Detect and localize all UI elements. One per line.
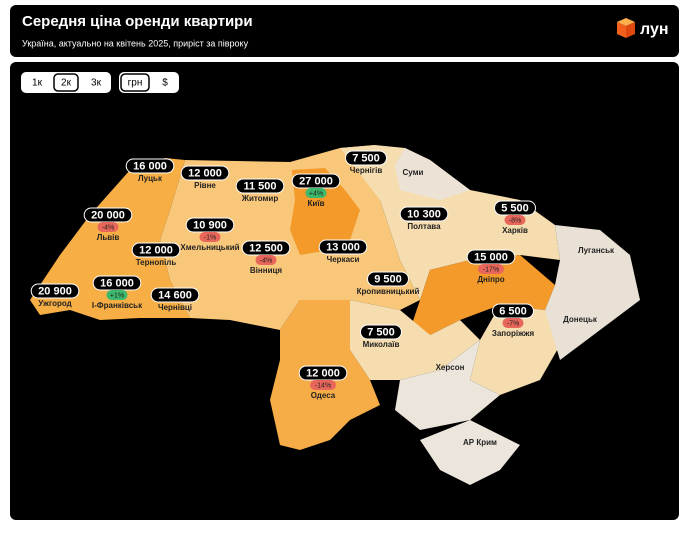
price: 9 500 — [374, 273, 402, 285]
header-bg — [10, 5, 679, 57]
change: -8% — [509, 217, 521, 224]
price: 6 500 — [499, 305, 527, 317]
region-shape — [30, 158, 190, 320]
change-badge — [97, 222, 119, 232]
logo: лун — [640, 21, 669, 38]
currency-button[interactable]: грн — [128, 78, 143, 89]
room-button-selected[interactable] — [53, 73, 79, 92]
region-name: Львів — [97, 233, 120, 242]
title: Середня ціна оренди квартири — [22, 13, 253, 30]
region-name: Запоріжжя — [492, 329, 535, 338]
change-badge — [199, 232, 221, 242]
change: -4% — [260, 257, 272, 264]
price-badge — [360, 324, 402, 340]
region-name: Рівне — [194, 181, 216, 190]
price: 10 900 — [193, 219, 227, 231]
price: 12 000 — [139, 244, 173, 256]
price: 12 500 — [249, 242, 283, 254]
price-badge — [318, 239, 368, 255]
region-shape — [420, 420, 520, 485]
region-name: Харків — [502, 226, 528, 235]
region-name: Миколаїв — [363, 340, 400, 349]
price: 13 000 — [326, 241, 360, 253]
price: 14 600 — [158, 289, 192, 301]
price-badge — [235, 178, 285, 194]
room-button[interactable]: 2к — [61, 78, 72, 89]
subtitle: Україна, актуально на квітень 2025, прир… — [22, 38, 249, 48]
change-badge — [310, 380, 336, 390]
price: 10 300 — [407, 208, 441, 220]
change: -4% — [102, 224, 114, 231]
price: 16 000 — [100, 277, 134, 289]
price-badge — [30, 283, 80, 299]
price: 27 000 — [299, 175, 333, 187]
currency-button-selected[interactable] — [120, 73, 150, 92]
region-name: Київ — [308, 199, 325, 208]
change: -7% — [507, 320, 519, 327]
room-button[interactable]: 3к — [91, 78, 102, 89]
region-name: Луцьк — [138, 174, 163, 183]
region-name: Херсон — [436, 363, 465, 372]
price: 20 900 — [38, 285, 72, 297]
change-badge — [502, 318, 524, 328]
region-shape — [160, 145, 420, 330]
region-shape — [410, 255, 555, 335]
map — [30, 145, 640, 485]
change: +4% — [309, 190, 323, 197]
change: -1% — [204, 234, 216, 241]
change-badge — [504, 215, 526, 225]
region-name: Ужгород — [38, 299, 71, 308]
region-name: Чернігів — [350, 166, 383, 175]
region-name: Луганськ — [578, 246, 615, 255]
region-shape — [395, 340, 500, 430]
region-shape — [395, 148, 470, 200]
price: 5 500 — [501, 202, 529, 214]
region-name: Вінниця — [250, 266, 283, 275]
price-badge — [150, 287, 200, 303]
price-badge — [367, 271, 409, 287]
price: 16 000 — [133, 160, 167, 172]
region-name: АР Крим — [463, 438, 497, 447]
region-name: Суми — [403, 168, 424, 177]
price: 7 500 — [367, 326, 395, 338]
price-badge — [125, 158, 175, 174]
price: 12 000 — [306, 367, 340, 379]
room-button[interactable]: 1к — [32, 78, 43, 89]
price: 11 500 — [243, 180, 276, 192]
change: -14% — [315, 382, 331, 389]
region-name: Кропивницький — [357, 287, 420, 296]
region-shape — [470, 305, 560, 395]
change: -17% — [483, 266, 499, 273]
price-badge — [180, 165, 230, 181]
region-name: І-Франківськ — [92, 301, 143, 310]
price: 7 500 — [352, 152, 380, 164]
region-name: Черкаси — [327, 255, 360, 264]
region-name: Хмельницький — [180, 243, 239, 252]
region-shape — [340, 145, 560, 300]
price: 15 000 — [474, 251, 508, 263]
region-name: Тернопіль — [136, 258, 177, 267]
change-badge — [305, 188, 327, 198]
price: 12 000 — [188, 167, 222, 179]
region-name: Дніпро — [477, 275, 504, 284]
price-badge — [399, 206, 449, 222]
price-badge — [131, 242, 181, 258]
change-badge — [106, 290, 128, 300]
region-shape — [545, 225, 640, 360]
change-badge — [255, 255, 277, 265]
region-name: Донецьк — [563, 315, 598, 324]
region-shape — [350, 300, 480, 380]
price-badge — [345, 150, 387, 166]
region-name: Одеса — [311, 391, 336, 400]
change-badge — [478, 264, 504, 274]
region-name: Чернівці — [158, 303, 192, 312]
price: 20 000 — [91, 209, 125, 221]
region-name: Житомир — [241, 194, 279, 203]
logo-icon — [617, 18, 635, 38]
region-name: Полтава — [407, 222, 441, 231]
currency-button[interactable]: $ — [162, 78, 168, 89]
change: +1% — [110, 292, 124, 299]
